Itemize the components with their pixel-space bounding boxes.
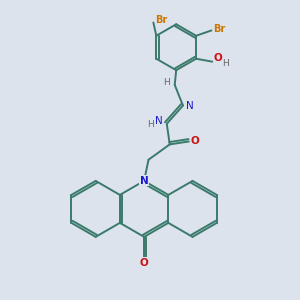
Text: N: N — [140, 176, 148, 186]
Text: N: N — [186, 100, 193, 110]
Text: H: H — [147, 120, 154, 129]
Text: Br: Br — [155, 15, 168, 25]
Text: O: O — [190, 136, 199, 146]
Text: O: O — [140, 258, 148, 268]
Text: H: H — [222, 58, 229, 68]
Text: H: H — [163, 78, 170, 87]
Text: N: N — [155, 116, 162, 126]
Text: O: O — [213, 53, 222, 63]
Text: Br: Br — [214, 24, 226, 34]
